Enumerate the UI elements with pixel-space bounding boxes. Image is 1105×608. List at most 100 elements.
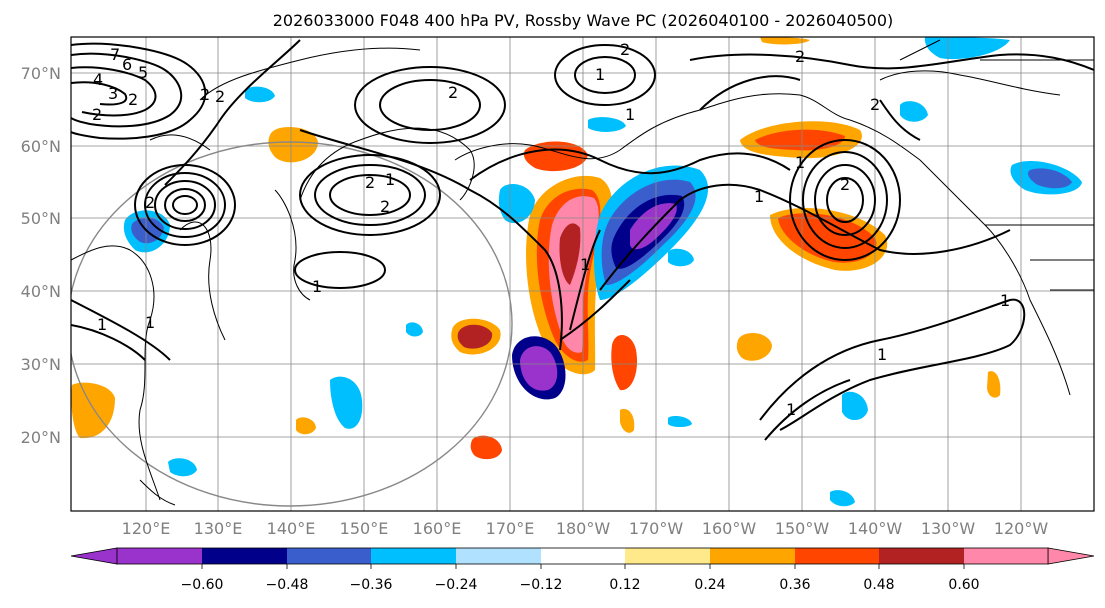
colorbar-segment: [795, 548, 879, 564]
contour-label: 2: [840, 175, 850, 194]
contour-label: 2: [215, 87, 225, 106]
lon-label: 180°W: [556, 519, 611, 538]
contour-label: 1: [625, 105, 635, 124]
negative-anomaly-h: [842, 391, 868, 421]
colorbar-segment: [710, 548, 795, 564]
contour-label: 2: [620, 40, 630, 59]
latitude-labels: 70°N 60°N 50°N 40°N 30°N 20°N: [21, 64, 61, 447]
lon-label: 130°E: [194, 519, 243, 538]
negative-anomaly-j: [406, 322, 423, 337]
contour-label: 1: [877, 345, 887, 364]
colorbar-segment: [456, 548, 541, 564]
negative-anomaly-f: [588, 117, 626, 132]
negative-anomaly-k: [168, 458, 197, 477]
contour-label: 1: [580, 255, 590, 274]
negative-anomaly-g: [900, 101, 928, 122]
colorbar-tick-labels: −0.60 −0.48 −0.36 −0.24 −0.12 0.12 0.24 …: [181, 577, 980, 593]
colorbar-tick-label: 0.24: [694, 577, 725, 593]
lat-label: 30°N: [21, 355, 61, 374]
colorbar-segment: [964, 548, 1048, 564]
lon-label: 120°E: [122, 519, 171, 538]
lat-label: 20°N: [21, 428, 61, 447]
lon-label: 150°E: [340, 519, 389, 538]
contour-labels: 7 6 5 4 3 2 2 1 1 2 2 2 2 2 2 2 1 1 1 1: [92, 40, 1010, 419]
contour-label: 1: [786, 400, 796, 419]
colorbar-tick-label: 0.60: [948, 577, 979, 593]
positive-anomaly-c: [736, 333, 772, 361]
colorbar-segment: [117, 548, 202, 564]
lon-label: 120°W: [994, 519, 1049, 538]
negative-anomaly-l: [830, 490, 855, 507]
contour-label: 2: [870, 95, 880, 114]
contour-label: 1: [312, 277, 322, 296]
lon-label: 170°W: [629, 519, 684, 538]
lon-label: 130°W: [921, 519, 976, 538]
contour-label: 2: [365, 173, 375, 192]
figure-title: 2026033000 F048 400 hPa PV, Rossby Wave …: [273, 11, 894, 30]
lon-label: 160°E: [413, 519, 462, 538]
colorbar-ticks: [201, 564, 965, 569]
negative-anomaly-m: [245, 86, 275, 103]
lat-label: 50°N: [21, 209, 61, 228]
positive-anomaly-gulf-inner: [778, 213, 877, 263]
colorbar-segment: [287, 548, 371, 564]
colorbar-arrow-left: [70, 547, 118, 565]
colorbar-tick-label: 0.12: [609, 577, 640, 593]
colorbar-tick-label: −0.24: [435, 577, 478, 593]
contour-label: 2: [380, 197, 390, 216]
lon-label: 160°W: [702, 519, 757, 538]
map-layers: 7 6 5 4 3 2 2 1 1 2 2 2 2 2 2 2 1 1 1 1: [71, 37, 1094, 511]
contour-label: 4: [93, 70, 103, 89]
positive-anomaly-b: [611, 334, 638, 391]
lon-label: 140°E: [267, 519, 316, 538]
colorbar: −0.60 −0.48 −0.36 −0.24 −0.12 0.12 0.24 …: [70, 547, 1095, 593]
negative-anomaly-b: [498, 184, 535, 224]
colorbar-segment: [879, 548, 964, 564]
positive-anomaly-d: [268, 126, 318, 163]
negative-anomaly-i: [668, 248, 694, 267]
contour-label: 1: [97, 315, 107, 334]
lon-label: 140°W: [848, 519, 903, 538]
contour-label: 2: [92, 105, 102, 124]
negative-anomaly-n: [668, 416, 692, 427]
region-circle: [71, 141, 513, 507]
negative-anomaly-d: [924, 37, 1010, 60]
contour-label: 5: [138, 63, 148, 82]
map-frame: [70, 36, 1095, 512]
negative-anomaly-c-inner: [1028, 168, 1072, 189]
colorbar-segment: [541, 548, 625, 564]
colorbar-segment: [202, 548, 287, 564]
colorbar-tick-label: −0.60: [181, 577, 224, 593]
map-panel: 7 6 5 4 3 2 2 1 1 2 2 2 2 2 2 2 1 1 1 1: [70, 36, 1095, 512]
colorbar-tick-label: −0.48: [266, 577, 309, 593]
lon-label: 170°E: [486, 519, 535, 538]
positive-anomaly-j: [620, 408, 635, 433]
contour-label: 7: [110, 45, 120, 64]
colorbar-tick-label: −0.12: [520, 577, 563, 593]
contour-label: 2: [128, 90, 138, 109]
positive-anomaly-k: [296, 417, 316, 435]
contour-label: 1: [1000, 291, 1010, 310]
pv-contours: [71, 39, 1094, 441]
contour-label: 2: [145, 193, 155, 212]
positive-anomaly-a-inner: [457, 324, 493, 349]
negative-anomaly-e: [330, 376, 363, 429]
contour-label: 2: [795, 47, 805, 66]
positive-anomaly-e: [523, 141, 588, 172]
contour-label: 3: [108, 84, 118, 103]
colorbar-segment: [371, 548, 456, 564]
contour-label: 6: [122, 55, 132, 74]
contour-label: 1: [754, 187, 764, 206]
contour-label: 1: [595, 65, 605, 84]
colorbar-tick-label: 0.36: [779, 577, 810, 593]
colorbar-arrow-right: [1047, 547, 1095, 565]
contour-label: 1: [145, 313, 155, 332]
positive-anomaly-g: [470, 435, 502, 460]
longitude-labels: 120°E 130°E 140°E 150°E 160°E 170°E 180°…: [122, 519, 1049, 538]
colorbar-segment: [625, 548, 710, 564]
negative-anomaly-south-inner: [520, 346, 558, 391]
colorbar-frame: [116, 547, 1049, 565]
contour-label: 2: [448, 83, 458, 102]
